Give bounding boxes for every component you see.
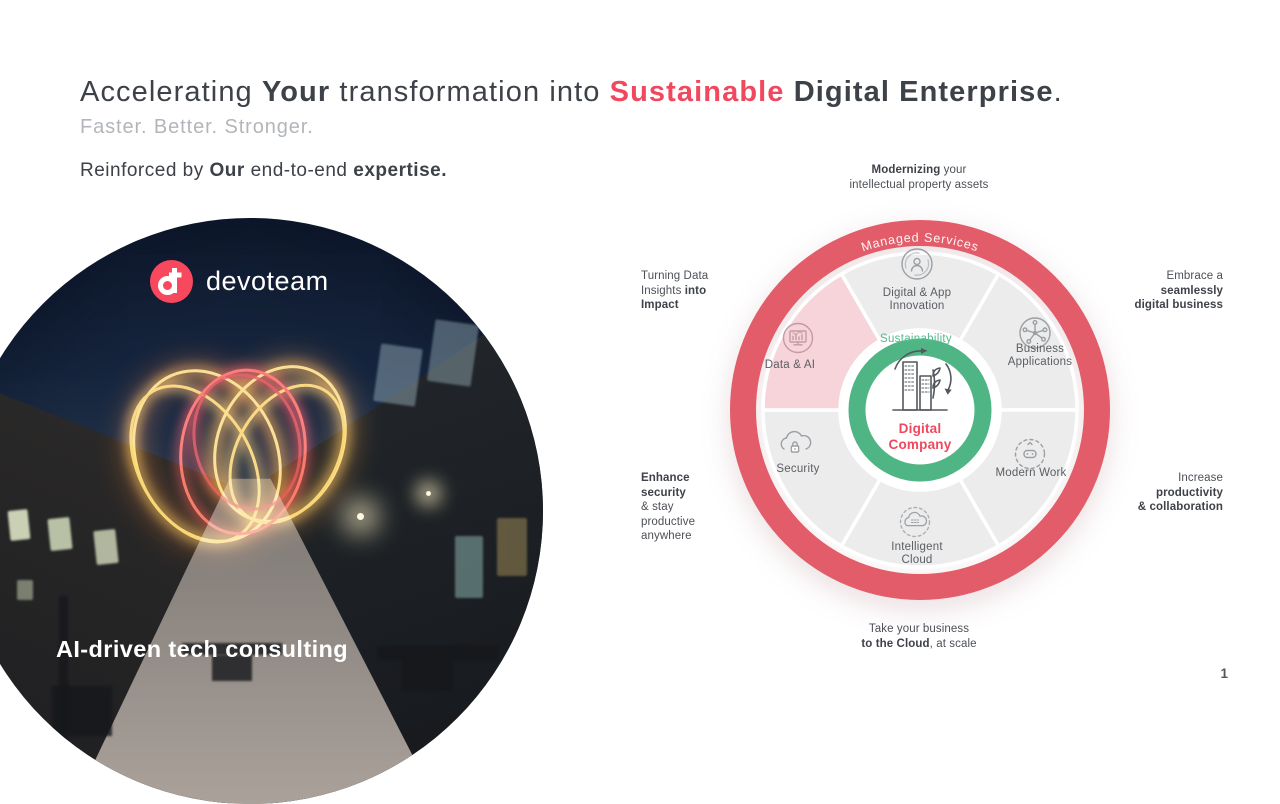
connected-nodes-icon — [1019, 317, 1051, 349]
dashed-circle-device-icon — [1014, 438, 1046, 470]
segment-label-business-applications: Business Applications — [1008, 343, 1072, 368]
callout-turning-data-insights: Turning Data Insights into Impact — [641, 270, 709, 312]
segment-label-data-ai: Data & AI — [765, 359, 815, 371]
cloud-lock-icon — [780, 430, 812, 453]
callout-embrace-digital-business: Embrace a seamlessly digital business — [1134, 270, 1223, 312]
devoteam-logo-text: devoteam — [206, 266, 329, 296]
callout-enhance-security: Enhance security & stay productive anywh… — [641, 472, 696, 543]
user-network-icon — [901, 248, 933, 280]
picnic-table-silhouette — [212, 655, 252, 681]
window-glow — [7, 509, 31, 541]
wheel-segments — [761, 251, 1079, 569]
sustainability-ring — [848, 338, 992, 482]
street-lamp-glow — [426, 491, 431, 496]
page-number: 1 — [1220, 666, 1228, 681]
tagline-run: Our — [209, 160, 245, 181]
title-run: Your — [261, 76, 331, 108]
tagline-run: expertise. — [353, 160, 447, 181]
picnic-table-silhouette — [402, 660, 452, 690]
tagline-run: end-to-end — [244, 160, 354, 181]
devoteam-logo: devoteam — [150, 260, 329, 303]
title-run: . — [1053, 76, 1063, 108]
segment-data-ai-highlighted — [761, 272, 882, 412]
slide-title: Accelerating Your transformation into Su… — [80, 76, 1063, 109]
tagline-run: Reinforced by — [80, 160, 210, 181]
picnic-table-silhouette — [182, 643, 282, 655]
segment-label-intelligent-cloud: Intelligent Cloud — [891, 541, 943, 566]
title-run: Accelerating — [80, 76, 262, 108]
segment-label-security: Security — [776, 463, 819, 475]
street-lamp-glow — [357, 513, 364, 520]
center-label-company: Company — [889, 437, 952, 452]
picnic-table-silhouette — [377, 646, 497, 660]
window-glow — [47, 516, 73, 552]
window-glow — [17, 580, 33, 600]
segment-label-digital-app-innovation: Digital & App Innovation — [883, 287, 951, 312]
callout-take-business-to-cloud: Take your business to the Cloud, at scal… — [861, 623, 977, 650]
title-run-highlight: Sustainable — [609, 76, 785, 108]
callout-increase-productivity: Increase productivity & collaboration — [1137, 472, 1223, 514]
chart-monitor-icon — [782, 322, 814, 354]
sustainability-label: Sustainability — [880, 333, 952, 345]
hero-photo-circle: devoteam AI-driven tech consulting — [0, 218, 543, 804]
light-painting-heart — [126, 359, 353, 549]
window-glow — [497, 518, 527, 576]
slide-subtitle: Faster. Better. Stronger. — [80, 116, 314, 138]
window-glow — [455, 536, 483, 598]
title-run: Digital Enterprise — [784, 76, 1054, 108]
digital-company-building-icon — [892, 348, 952, 411]
slide-tagline: Reinforced by Our end-to-end expertise. — [80, 160, 447, 182]
center-label-digital: Digital — [899, 421, 942, 436]
cloud-sync-icon — [899, 506, 931, 538]
managed-services-ring — [730, 220, 1110, 600]
devoteam-logo-icon — [150, 260, 193, 303]
pole-silhouette — [59, 596, 68, 804]
window-glow — [426, 319, 480, 387]
title-run: transformation into — [330, 76, 610, 108]
callout-modernizing-ip-assets: Modernizing your intellectual property a… — [849, 164, 989, 191]
hero-caption: AI-driven tech consulting — [56, 636, 349, 662]
services-wheel-diagram: Managed Services Sustainability Digital … — [730, 220, 1110, 600]
segment-label-modern-work: Modern Work — [995, 467, 1066, 479]
